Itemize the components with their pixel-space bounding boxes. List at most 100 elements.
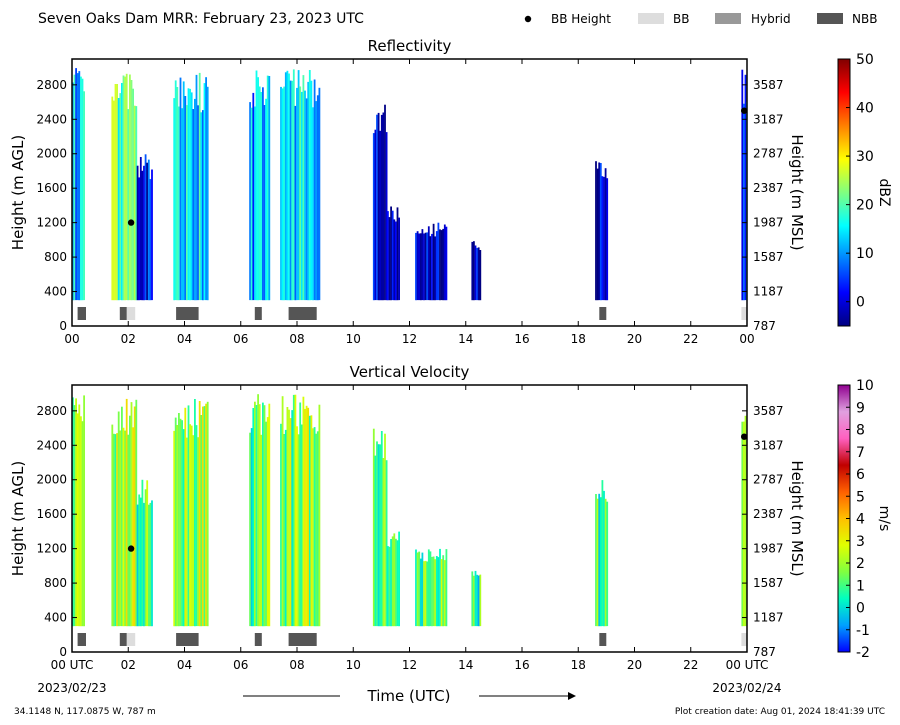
echo-strip	[143, 502, 145, 627]
echo-strip	[300, 91, 303, 301]
echo-strip	[83, 91, 85, 301]
echo-strip	[307, 407, 310, 627]
echo-strip	[304, 408, 306, 627]
legend-bb-height-marker	[524, 15, 532, 23]
vertical-velocity-bb-markers	[77, 433, 748, 646]
echo-strip	[124, 76, 126, 301]
y-right-tick-label: 2787	[753, 473, 784, 487]
echo-strip	[299, 86, 302, 301]
echo-strip	[116, 433, 118, 627]
echo-strip	[265, 421, 267, 627]
echo-strip	[305, 98, 308, 301]
echo-strip	[205, 77, 207, 301]
echo-strip	[73, 74, 76, 301]
echo-strip	[205, 403, 207, 627]
echo-strip	[599, 163, 602, 301]
reflectivity-bb-markers	[77, 107, 748, 320]
echo-strip	[184, 96, 187, 301]
bb-height-point	[741, 433, 748, 440]
legend-nbb-swatch	[817, 13, 843, 24]
y-tick-label: 400	[44, 611, 67, 625]
echo-strip	[292, 69, 295, 301]
x-tick-label: 12	[402, 658, 417, 672]
echo-strip	[741, 69, 744, 301]
echo-strip	[418, 233, 421, 301]
vertical-velocity-y-ticks: 0 400 800 1200 1600 2000 2400 2800	[36, 404, 77, 659]
colorbar-tick-label: 8	[856, 423, 865, 439]
reflectivity-y-ticks-right: 787 1187 1587 1987 2387 2787 3187 3587	[742, 78, 784, 333]
bb-type-marker	[77, 633, 86, 646]
echo-strip	[393, 219, 396, 301]
echo-strip	[426, 232, 429, 301]
echo-strip	[477, 575, 480, 627]
bb-type-marker	[77, 307, 86, 320]
echo-strip	[83, 395, 85, 627]
echo-strip	[419, 558, 422, 627]
echo-strip	[249, 432, 251, 627]
echo-strip	[443, 224, 446, 301]
x-tick-label: 04	[177, 658, 192, 672]
echo-strip	[380, 114, 383, 301]
echo-strip	[442, 228, 445, 301]
echo-strip	[479, 574, 482, 627]
y-tick-label: 400	[44, 285, 67, 299]
echo-strip	[281, 88, 284, 301]
echo-strip	[596, 498, 599, 627]
echo-strip	[250, 107, 253, 301]
x-tick-label: 02	[121, 332, 136, 346]
echo-strip	[598, 493, 601, 627]
echo-strip	[382, 458, 385, 627]
echo-strip	[372, 428, 375, 627]
x-tick-label: 06	[233, 658, 248, 672]
y-tick-label: 2000	[36, 147, 67, 161]
echo-strip	[195, 74, 198, 301]
echo-strip	[252, 408, 255, 627]
echo-strip	[202, 406, 204, 627]
echo-strip	[78, 71, 81, 301]
x-tick-label: 10	[346, 332, 361, 346]
reflectivity-y-ticks: 0 400 800 1200 1600 2000 2400 2800	[36, 78, 77, 333]
echo-strip	[294, 394, 297, 627]
echo-strip	[388, 546, 391, 627]
echo-strip	[116, 84, 118, 301]
echo-strip	[439, 229, 441, 301]
echo-strip	[476, 247, 478, 301]
echo-strip	[596, 168, 599, 301]
echo-strip	[388, 217, 391, 301]
echo-strip	[129, 415, 131, 627]
echo-strip	[471, 571, 474, 627]
echo-strip	[174, 80, 177, 301]
echo-strip	[250, 428, 253, 627]
legend-bb-height-label: BB Height	[551, 12, 611, 26]
reflectivity-colorbar: 0 10 20 30 40 50 dBZ	[837, 52, 892, 327]
echo-strip	[603, 176, 605, 301]
echo-strip	[182, 81, 185, 301]
echo-strip	[179, 77, 182, 301]
echo-strip	[122, 75, 125, 301]
y-right-tick-label: 3587	[753, 404, 784, 418]
echo-strip	[376, 114, 378, 301]
x-tick-label: 18	[571, 658, 586, 672]
echo-strip	[595, 494, 597, 627]
echo-strip	[443, 560, 446, 627]
echo-strip	[203, 406, 206, 627]
echo-strip	[377, 112, 380, 301]
echo-strip	[190, 425, 193, 627]
echo-strip	[81, 78, 84, 301]
echo-strip	[114, 84, 117, 301]
echo-strip	[302, 396, 305, 627]
echo-strip	[254, 401, 256, 627]
echo-strip	[151, 500, 153, 627]
echo-strip	[318, 404, 321, 627]
echo-strip	[173, 430, 176, 627]
echo-strip	[432, 223, 435, 301]
colorbar-tick-label: 9	[856, 400, 865, 416]
y-tick-label: 2800	[36, 404, 67, 418]
x-tick-label: 04	[177, 332, 192, 346]
bb-height-point	[127, 219, 135, 226]
colorbar-tick-label: -2	[856, 645, 870, 661]
echo-strip	[471, 241, 474, 301]
echo-strip	[176, 87, 179, 301]
echo-strip	[391, 536, 394, 627]
vertical-velocity-title: Vertical Velocity	[350, 363, 470, 381]
